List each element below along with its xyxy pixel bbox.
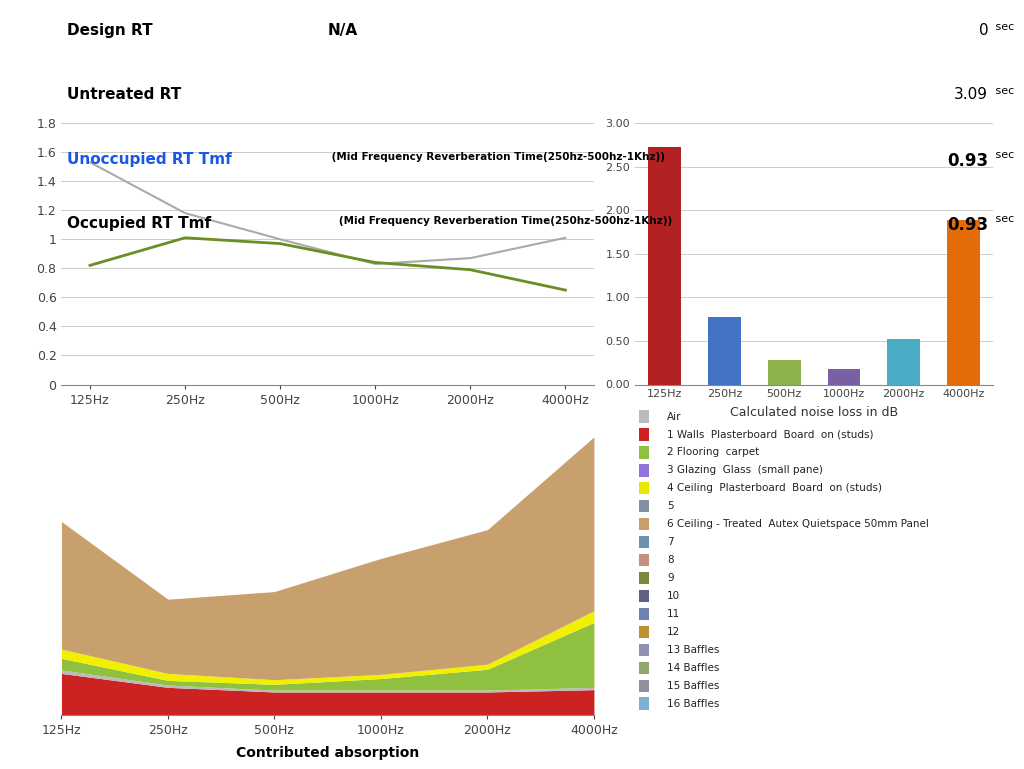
Text: sec: sec — [992, 86, 1015, 96]
FancyBboxPatch shape — [639, 500, 649, 512]
Text: Occupied RT Tmf: Occupied RT Tmf — [67, 216, 211, 231]
Text: Unoccupied RT Tmf: Unoccupied RT Tmf — [67, 151, 231, 167]
FancyBboxPatch shape — [639, 644, 649, 656]
FancyBboxPatch shape — [639, 680, 649, 692]
Bar — [768, 360, 801, 384]
FancyBboxPatch shape — [639, 446, 649, 458]
Text: sec: sec — [992, 150, 1015, 160]
Bar — [708, 317, 741, 384]
Text: 3.09: 3.09 — [954, 88, 988, 102]
Text: 0.93: 0.93 — [947, 216, 988, 234]
Text: 5: 5 — [667, 501, 674, 511]
Text: 0: 0 — [979, 23, 988, 38]
Text: N/A: N/A — [328, 23, 357, 38]
Text: 11: 11 — [667, 609, 680, 619]
Text: (Mid Frequency Reverberation Time(250hz-500hz-1Khz)): (Mid Frequency Reverberation Time(250hz-… — [328, 216, 672, 226]
FancyBboxPatch shape — [639, 608, 649, 620]
Bar — [887, 339, 921, 384]
FancyBboxPatch shape — [639, 661, 649, 674]
Text: sec: sec — [992, 22, 1015, 32]
FancyBboxPatch shape — [639, 554, 649, 566]
Text: 4 Ceiling  Plasterboard  Board  on (studs): 4 Ceiling Plasterboard Board on (studs) — [667, 483, 882, 494]
Text: 15 Baffles: 15 Baffles — [667, 681, 720, 691]
Bar — [827, 369, 860, 384]
Text: 1 Walls  Plasterboard  Board  on (studs): 1 Walls Plasterboard Board on (studs) — [667, 429, 873, 440]
FancyBboxPatch shape — [639, 590, 649, 602]
Text: 3 Glazing  Glass  (small pane): 3 Glazing Glass (small pane) — [667, 465, 823, 475]
FancyBboxPatch shape — [639, 482, 649, 494]
Text: sec: sec — [992, 215, 1015, 225]
Bar — [648, 147, 681, 384]
Text: 14 Baffles: 14 Baffles — [667, 663, 720, 673]
Text: 0.93: 0.93 — [947, 151, 988, 170]
Text: 12: 12 — [667, 627, 680, 637]
Text: 10: 10 — [667, 591, 680, 601]
Text: Untreated RT: Untreated RT — [67, 88, 181, 102]
Text: 8: 8 — [667, 555, 674, 565]
FancyBboxPatch shape — [639, 572, 649, 584]
X-axis label: Contributed absorption: Contributed absorption — [237, 745, 419, 760]
Text: Design RT: Design RT — [67, 23, 153, 38]
FancyBboxPatch shape — [639, 518, 649, 531]
FancyBboxPatch shape — [639, 428, 649, 441]
FancyBboxPatch shape — [639, 697, 649, 710]
Text: 16 Baffles: 16 Baffles — [667, 698, 720, 709]
Text: 2 Flooring  carpet: 2 Flooring carpet — [667, 448, 760, 458]
X-axis label: Calculated noise loss in dB: Calculated noise loss in dB — [730, 406, 898, 419]
FancyBboxPatch shape — [639, 536, 649, 548]
FancyBboxPatch shape — [639, 464, 649, 477]
Text: 6 Ceiling - Treated  Autex Quietspace 50mm Panel: 6 Ceiling - Treated Autex Quietspace 50m… — [667, 519, 929, 529]
Text: 13 Baffles: 13 Baffles — [667, 644, 720, 655]
Text: Air: Air — [667, 411, 682, 421]
Text: (Mid Frequency Reverberation Time(250hz-500hz-1Khz)): (Mid Frequency Reverberation Time(250hz-… — [328, 151, 665, 161]
FancyBboxPatch shape — [639, 626, 649, 638]
Text: 7: 7 — [667, 537, 674, 548]
FancyBboxPatch shape — [639, 411, 649, 423]
Text: 9: 9 — [667, 573, 674, 583]
Bar — [947, 220, 980, 384]
